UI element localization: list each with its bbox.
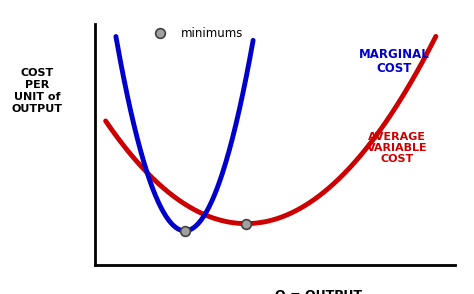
Text: minimums: minimums (181, 27, 244, 40)
Text: AVERAGE
VARIABLE
COST: AVERAGE VARIABLE COST (367, 132, 428, 163)
Text: Q = OUTPUT: Q = OUTPUT (274, 289, 362, 294)
Text: COST
PER
UNIT of
OUTPUT: COST PER UNIT of OUTPUT (12, 68, 63, 114)
Text: MARGINAL
COST: MARGINAL COST (358, 48, 429, 75)
